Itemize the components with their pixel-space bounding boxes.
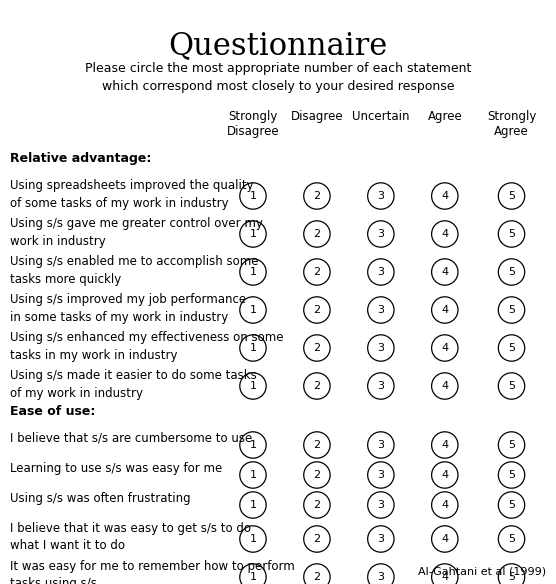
Text: 4: 4 [441, 229, 448, 239]
Text: 1: 1 [250, 191, 256, 201]
Text: 2: 2 [314, 191, 320, 201]
Text: 3: 3 [378, 191, 384, 201]
Text: 1: 1 [250, 470, 256, 480]
Text: 3: 3 [378, 500, 384, 510]
Text: 4: 4 [441, 191, 448, 201]
Text: Uncertain: Uncertain [352, 110, 410, 123]
Text: 4: 4 [441, 305, 448, 315]
Text: Agree: Agree [428, 110, 462, 123]
Text: Relative advantage:: Relative advantage: [10, 152, 151, 165]
Text: Using s/s enhanced my effectiveness on some
tasks in my work in industry: Using s/s enhanced my effectiveness on s… [10, 331, 284, 361]
Text: 4: 4 [441, 572, 448, 582]
Text: Agree: Agree [494, 125, 529, 138]
Text: Using spreadsheets improved the quality
of some tasks of my work in industry: Using spreadsheets improved the quality … [10, 179, 254, 210]
Text: 5: 5 [508, 191, 515, 201]
Text: Using s/s made it easier to do some tasks
of my work in industry: Using s/s made it easier to do some task… [10, 369, 257, 399]
Text: 3: 3 [378, 267, 384, 277]
Text: Using s/s enabled me to accomplish some
tasks more quickly: Using s/s enabled me to accomplish some … [10, 255, 259, 286]
Text: It was easy for me to remember how to perform
tasks using s/s: It was easy for me to remember how to pe… [10, 560, 295, 584]
Text: 2: 2 [314, 305, 320, 315]
Text: Using s/s gave me greater control over my
work in industry: Using s/s gave me greater control over m… [10, 217, 263, 248]
Text: 4: 4 [441, 470, 448, 480]
Text: 5: 5 [508, 229, 515, 239]
Text: Disagree: Disagree [227, 125, 279, 138]
Text: 2: 2 [314, 534, 320, 544]
Text: Strongly: Strongly [229, 110, 277, 123]
Text: 2: 2 [314, 229, 320, 239]
Text: Learning to use s/s was easy for me: Learning to use s/s was easy for me [10, 462, 222, 475]
Text: Al-Gahtani et al (1999): Al-Gahtani et al (1999) [418, 566, 546, 576]
Text: 1: 1 [250, 305, 256, 315]
Text: Please circle the most appropriate number of each statement
which correspond mos: Please circle the most appropriate numbe… [85, 62, 471, 93]
Text: 2: 2 [314, 267, 320, 277]
Text: 4: 4 [441, 343, 448, 353]
Text: 4: 4 [441, 381, 448, 391]
Text: 4: 4 [441, 440, 448, 450]
Text: 5: 5 [508, 381, 515, 391]
Text: 2: 2 [314, 500, 320, 510]
Text: 4: 4 [441, 534, 448, 544]
Text: 3: 3 [378, 470, 384, 480]
Text: 4: 4 [441, 500, 448, 510]
Text: 2: 2 [314, 343, 320, 353]
Text: Strongly: Strongly [487, 110, 536, 123]
Text: 3: 3 [378, 343, 384, 353]
Text: 3: 3 [378, 440, 384, 450]
Text: 4: 4 [441, 267, 448, 277]
Text: Using s/s improved my job performance
in some tasks of my work in industry: Using s/s improved my job performance in… [10, 293, 246, 324]
Text: 5: 5 [508, 500, 515, 510]
Text: 3: 3 [378, 229, 384, 239]
Text: 1: 1 [250, 229, 256, 239]
Text: 1: 1 [250, 267, 256, 277]
Text: Disagree: Disagree [291, 110, 343, 123]
Text: 2: 2 [314, 470, 320, 480]
Text: 1: 1 [250, 343, 256, 353]
Text: 1: 1 [250, 500, 256, 510]
Text: 2: 2 [314, 572, 320, 582]
Text: 5: 5 [508, 267, 515, 277]
Text: 2: 2 [314, 440, 320, 450]
Text: 1: 1 [250, 534, 256, 544]
Text: 5: 5 [508, 572, 515, 582]
Text: 5: 5 [508, 470, 515, 480]
Text: 3: 3 [378, 305, 384, 315]
Text: 5: 5 [508, 534, 515, 544]
Text: 1: 1 [250, 381, 256, 391]
Text: 5: 5 [508, 343, 515, 353]
Text: Ease of use:: Ease of use: [10, 405, 96, 418]
Text: I believe that s/s are cumbersome to use: I believe that s/s are cumbersome to use [10, 432, 252, 445]
Text: I believe that it was easy to get s/s to do
what I want it to do: I believe that it was easy to get s/s to… [10, 522, 251, 552]
Text: Questionnaire: Questionnaire [168, 30, 388, 61]
Text: 2: 2 [314, 381, 320, 391]
Text: 1: 1 [250, 440, 256, 450]
Text: 3: 3 [378, 381, 384, 391]
Text: 5: 5 [508, 305, 515, 315]
Text: 1: 1 [250, 572, 256, 582]
Text: 3: 3 [378, 534, 384, 544]
Text: Using s/s was often frustrating: Using s/s was often frustrating [10, 492, 191, 505]
Text: 5: 5 [508, 440, 515, 450]
Text: 3: 3 [378, 572, 384, 582]
